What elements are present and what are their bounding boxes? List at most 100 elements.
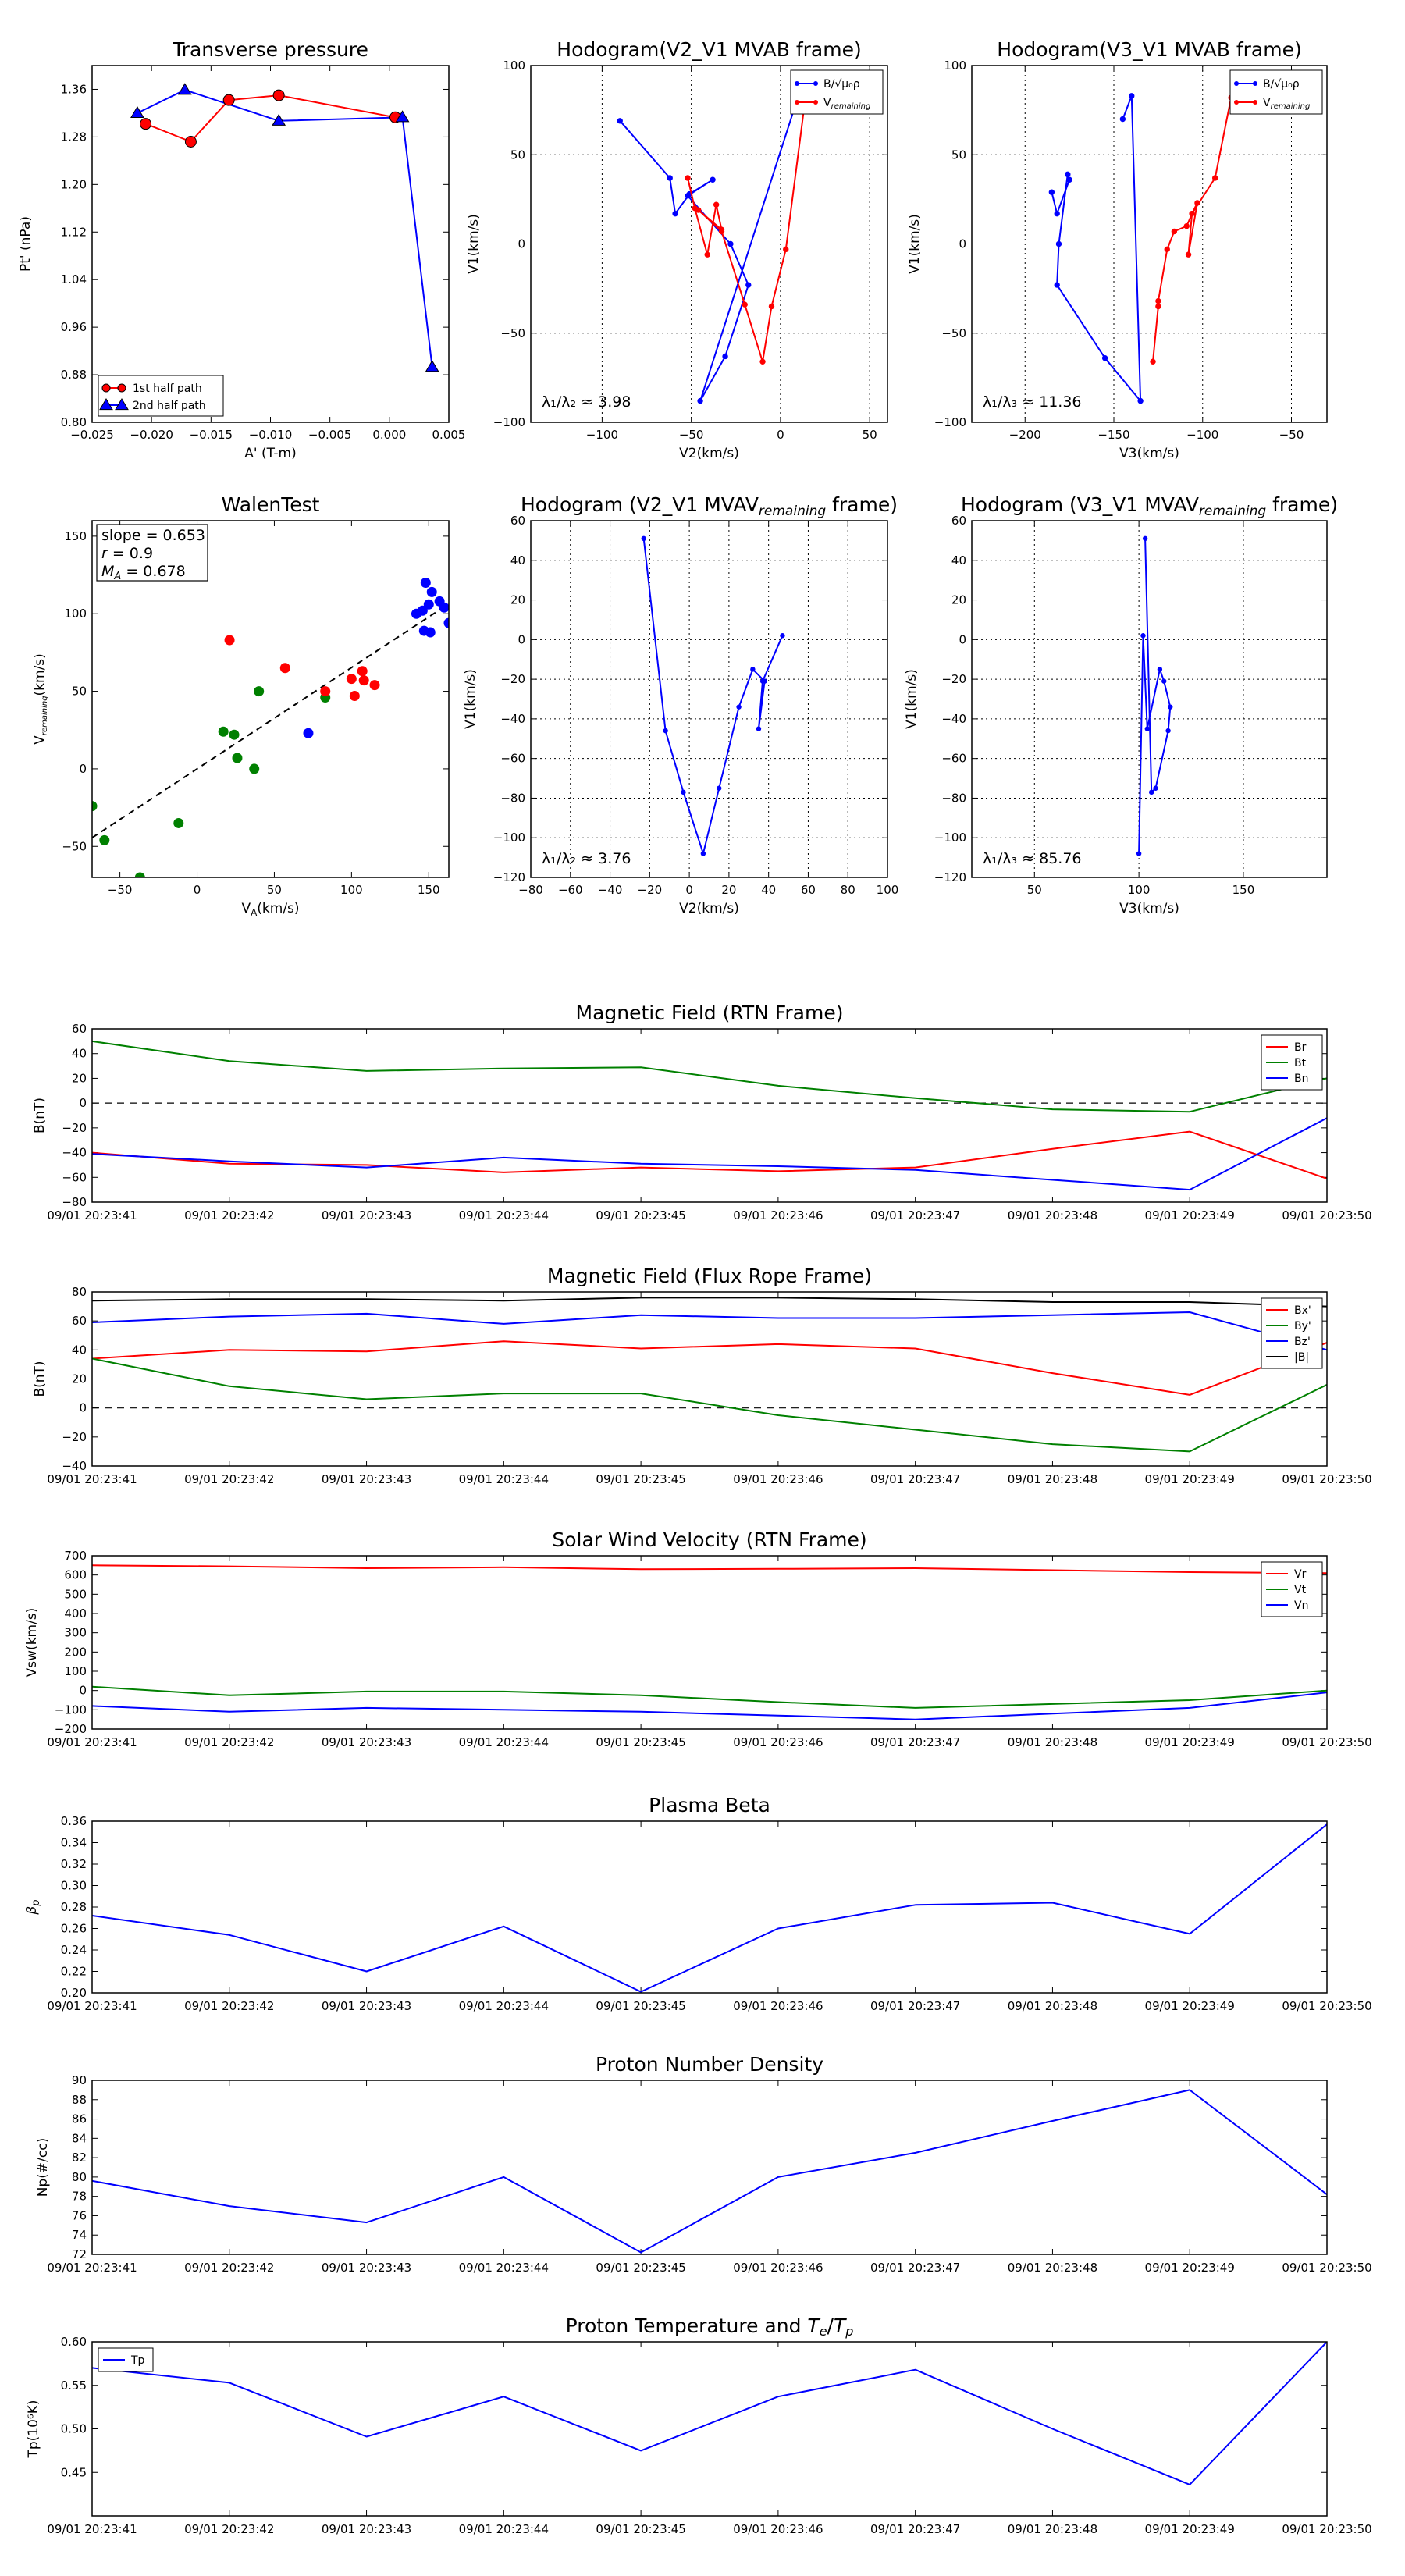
y-tick-label: 0.36 — [61, 1814, 87, 1828]
y-tick-label: 1.04 — [61, 272, 87, 286]
data-point — [369, 680, 380, 691]
legend-label: Bx' — [1294, 1304, 1311, 1317]
x-tick-label: 09/01 20:23:41 — [47, 2261, 137, 2275]
chart-tp: Transverse pressure −0.025 −0.020 −0.015 −0.… — [18, 38, 465, 461]
y-tick-label: 40 — [72, 1047, 87, 1061]
y-tick-label: 0 — [79, 762, 87, 776]
x-tick-label: 09/01 20:23:44 — [459, 2261, 549, 2275]
y-tick-label: −80 — [941, 791, 966, 805]
x-tick-label: 09/01 20:23:43 — [322, 1472, 411, 1486]
plot-background — [92, 2080, 1327, 2254]
x-tick-label: −0.005 — [308, 428, 352, 442]
y-tick-label: 40 — [510, 553, 525, 568]
chart-title: WalenTest — [222, 493, 320, 516]
data-point — [1144, 726, 1151, 731]
series-line-vt — [92, 1685, 1327, 1709]
data-point — [1055, 240, 1062, 247]
data-point — [641, 535, 646, 542]
x-tick-label: −100 — [586, 428, 618, 442]
data-point — [420, 577, 431, 588]
y-tick-label: 0.24 — [61, 1943, 87, 1957]
y-tick-label: 0.26 — [61, 1922, 87, 1936]
y-tick-label: 0.34 — [61, 1836, 87, 1850]
y-tick-label: 60 — [72, 1022, 87, 1036]
y-tick-label: 20 — [510, 593, 525, 607]
x-tick-label: 09/01 20:23:44 — [459, 1208, 549, 1222]
x-tick-label: 09/01 20:23:41 — [47, 1208, 137, 1222]
y-tick-label: 76 — [72, 2208, 87, 2222]
data-point — [184, 135, 197, 148]
y-tick-label: 60 — [72, 1314, 87, 1328]
y-tick-label: −100 — [934, 415, 966, 429]
x-tick-label: −0.020 — [130, 428, 173, 442]
legend-label: Bn — [1294, 1073, 1308, 1085]
x-tick-label: 09/01 20:23:42 — [184, 1472, 274, 1486]
x-tick-label: 09/01 20:23:43 — [322, 1999, 411, 2013]
data-point — [1065, 171, 1071, 178]
y-axis-label: Pt' (nPa) — [18, 216, 34, 272]
legend-marker — [101, 383, 111, 393]
chart-title: Proton Number Density — [596, 2053, 823, 2076]
data-point — [1142, 535, 1148, 542]
x-tick-label: 100 — [1128, 883, 1151, 897]
eigenvalue-ratio-annotation: λ₁/λ₂ ≈ 3.98 — [542, 393, 631, 411]
x-tick-label: 09/01 20:23:47 — [870, 1735, 960, 1749]
y-tick-label: −50 — [500, 326, 525, 340]
y-tick-label: 0.20 — [61, 1986, 87, 2000]
y-tick-label: −40 — [62, 1146, 87, 1160]
data-point — [1137, 397, 1144, 404]
data-point — [279, 663, 290, 674]
y-tick-label: 100 — [944, 59, 966, 73]
data-point — [681, 789, 686, 795]
x-tick-label: 09/01 20:23:49 — [1145, 1208, 1235, 1222]
x-tick-label: 09/01 20:23:48 — [1008, 2522, 1097, 2536]
y-tick-label: 0 — [959, 632, 966, 646]
y-tick-label: 84 — [72, 2131, 87, 2145]
series-line-vn — [92, 1692, 1327, 1720]
y-tick-label: −120 — [493, 870, 525, 884]
y-tick-label: −200 — [55, 1722, 87, 1736]
plot-frame — [91, 1291, 1328, 1467]
x-tick-label: 09/01 20:23:47 — [870, 1472, 960, 1486]
eigenvalue-ratio-annotation: λ₁/λ₃ ≈ 11.36 — [983, 393, 1082, 411]
y-tick-label: −80 — [62, 1195, 87, 1209]
data-point — [426, 586, 437, 597]
y-tick-label: 0.45 — [61, 2465, 87, 2479]
x-tick-label: 09/01 20:23:46 — [733, 2522, 823, 2536]
y-tick-label: −20 — [62, 1430, 87, 1444]
data-point — [1136, 851, 1142, 856]
fit-line — [92, 603, 449, 838]
series-line-np — [92, 2089, 1327, 2254]
x-tick-label: 09/01 20:23:46 — [733, 1472, 823, 1486]
x-tick-label: −100 — [1186, 428, 1218, 442]
x-tick-label: 100 — [877, 883, 899, 897]
y-axis-label: Np(#/cc) — [35, 2138, 51, 2197]
data-point — [425, 360, 439, 372]
data-point — [742, 301, 748, 308]
x-tick-label: 09/01 20:23:48 — [1008, 2261, 1097, 2275]
chart-walen: WalenTest −50 0 50 100 150 −50 0 50 100 150 VA(km/s… — [32, 493, 450, 918]
chart-h1: Hodogram(V2_V1 MVAB frame) −100 −50 0 50 −100… — [466, 38, 888, 461]
x-tick-label: 09/01 20:23:47 — [870, 1999, 960, 2013]
data-point — [1164, 246, 1170, 253]
legend-marker — [1234, 81, 1239, 86]
data-point — [1171, 228, 1178, 235]
legend-marker — [1253, 81, 1257, 86]
legend-label: Br — [1294, 1041, 1307, 1054]
y-axis-label: V1(km/s) — [466, 214, 482, 274]
data-point — [173, 817, 184, 828]
series-line-vr — [92, 1564, 1327, 1574]
x-tick-label: 150 — [1232, 883, 1255, 897]
chart-title: Hodogram(V2_V1 MVAB frame) — [557, 38, 861, 61]
x-tick-label: 09/01 20:23:50 — [1282, 1999, 1371, 2013]
legend-label: Bt — [1294, 1057, 1307, 1069]
y-axis-label: βp — [24, 1899, 42, 1915]
y-tick-label: 40 — [951, 553, 966, 568]
legend-label: Bz' — [1294, 1336, 1311, 1348]
data-point — [1185, 251, 1192, 258]
x-tick-label: −50 — [108, 883, 133, 897]
y-tick-label: 0.50 — [61, 2422, 87, 2436]
plot-frame — [91, 520, 450, 878]
data-point — [140, 118, 152, 130]
